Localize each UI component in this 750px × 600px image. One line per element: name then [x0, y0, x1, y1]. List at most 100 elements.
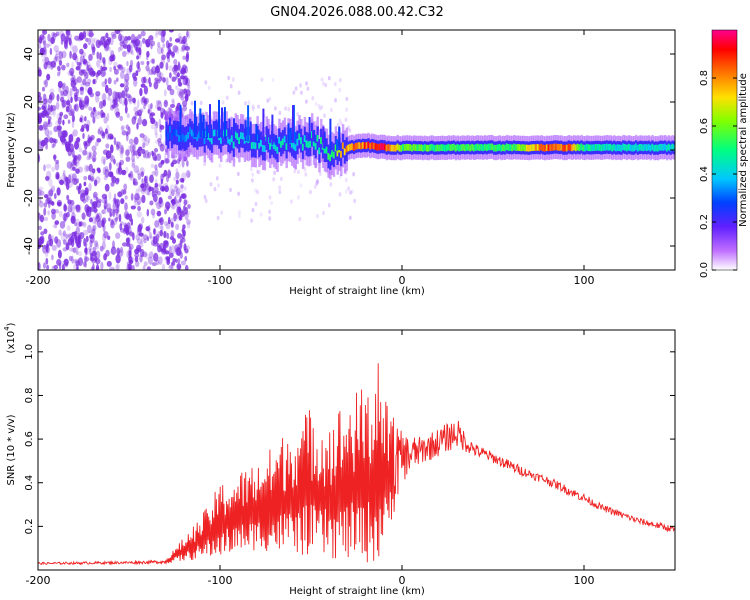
ridge-core: [274, 144, 278, 151]
noise-point: [186, 160, 189, 167]
colorbar-tick-label: 0.8: [699, 70, 710, 86]
noise-point: [136, 201, 140, 206]
ridge-core: [167, 133, 170, 141]
noise-point: [83, 69, 87, 77]
noise-point: [61, 99, 65, 109]
noise-point: [94, 216, 98, 225]
noise-point: [168, 65, 174, 72]
noise-point: [339, 78, 342, 83]
noise-point: [51, 166, 56, 172]
noise-point: [134, 111, 140, 116]
noise-point: [141, 216, 145, 224]
ridge-spike: [294, 131, 297, 143]
ridge-core: [591, 144, 594, 152]
noise-point: [84, 256, 90, 262]
noise-point: [249, 167, 253, 172]
noise-point: [313, 184, 317, 189]
noise-point: [59, 179, 65, 186]
ridge-core: [272, 142, 276, 150]
noise-point: [203, 161, 207, 167]
noise-point: [127, 226, 132, 235]
noise-point: [63, 138, 67, 146]
noise-point: [204, 198, 208, 204]
noise-point: [92, 191, 98, 198]
noise-point: [39, 47, 45, 55]
noise-point: [43, 207, 47, 216]
noise-point: [185, 54, 189, 63]
noise-point: [180, 260, 186, 266]
spectrogram-marks: [38, 30, 675, 270]
noise-point: [38, 140, 42, 149]
noise-point: [67, 204, 73, 213]
x-tick-label: 100: [574, 274, 595, 287]
noise-point: [69, 50, 72, 59]
ridge-core: [352, 144, 356, 151]
noise-point: [54, 236, 59, 244]
colorbar-tick-label: 0.2: [699, 214, 710, 230]
noise-point: [159, 124, 165, 130]
ridge-core: [443, 144, 447, 152]
noise-point: [95, 94, 100, 103]
noise-point: [45, 163, 52, 169]
noise-point: [67, 238, 73, 246]
noise-point: [136, 238, 143, 245]
ridge-core: [505, 143, 509, 151]
noise-point: [43, 228, 48, 235]
noise-point: [82, 198, 87, 204]
noise-point: [119, 45, 124, 51]
noise-point: [59, 111, 64, 117]
ridge-core: [547, 144, 551, 152]
ridge-spike: [223, 107, 226, 139]
ridge-core: [518, 144, 521, 151]
noise-point: [254, 188, 258, 193]
noise-point: [38, 201, 44, 208]
noise-point: [322, 81, 325, 87]
noise-point: [257, 104, 260, 109]
noise-point: [80, 114, 84, 122]
noise-point: [151, 262, 157, 267]
noise-point: [150, 102, 153, 110]
noise-point: [116, 247, 121, 256]
spectrogram-y-label: Frequency (Hz): [6, 112, 17, 188]
ridge-core: [578, 144, 581, 152]
ridge-core: [560, 143, 563, 151]
snr-x-label: Height of straight line (km): [289, 586, 425, 597]
noise-point: [59, 221, 66, 229]
ridge-core: [667, 143, 671, 151]
noise-point: [145, 64, 150, 72]
noise-point: [97, 127, 103, 134]
noise-point: [113, 158, 116, 165]
ridge-core: [225, 129, 228, 137]
noise-point: [213, 187, 217, 192]
noise-point: [70, 77, 75, 83]
noise-point: [135, 70, 139, 77]
chart-title: GN04.2026.088.00.42.C32: [270, 5, 444, 20]
ridge-core: [229, 138, 232, 145]
noise-point: [238, 210, 241, 215]
noise-point: [186, 221, 191, 229]
noise-point: [287, 107, 291, 112]
noise-point: [168, 30, 174, 33]
noise-point: [338, 192, 342, 197]
noise-point: [87, 134, 91, 143]
noise-point: [50, 60, 56, 68]
noise-point: [72, 258, 77, 264]
ridge-core: [351, 143, 354, 150]
noise-point: [60, 33, 66, 42]
noise-point: [38, 97, 43, 106]
ridge-core: [489, 143, 492, 151]
noise-point: [38, 118, 41, 124]
noise-point: [135, 188, 140, 198]
noise-point: [168, 264, 174, 270]
noise-point: [85, 37, 89, 42]
noise-point: [59, 135, 66, 143]
noise-point: [154, 32, 158, 38]
noise-point: [74, 140, 79, 150]
noise-point: [171, 76, 177, 82]
noise-point: [117, 94, 121, 102]
colorbar-gradient: [712, 30, 737, 270]
noise-point: [215, 176, 219, 181]
ridge-core: [291, 141, 294, 148]
noise-point: [175, 188, 181, 196]
